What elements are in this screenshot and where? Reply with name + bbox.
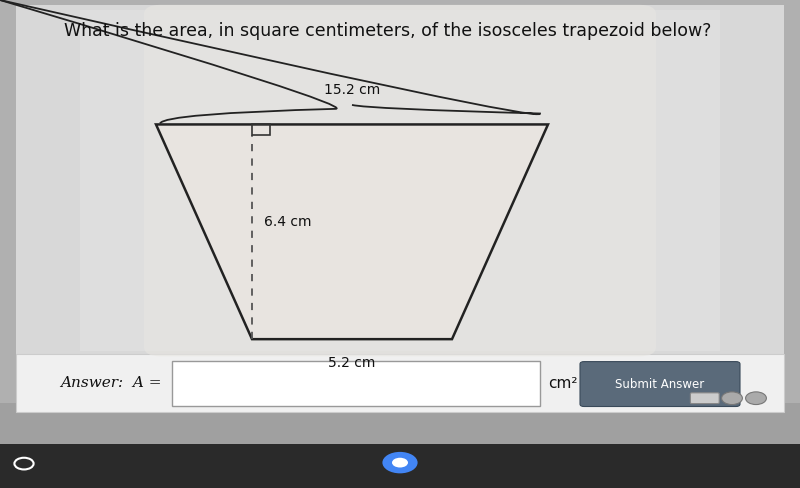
Bar (0, 444, 800, 488)
Circle shape (722, 392, 742, 405)
Text: 6.4 cm: 6.4 cm (264, 215, 311, 229)
Text: 5.2 cm: 5.2 cm (328, 356, 376, 370)
Bar (80, 10, 720, 351)
Text: What is the area, in square centimeters, of the isosceles trapezoid below?: What is the area, in square centimeters,… (64, 22, 711, 40)
Text: cm²: cm² (548, 376, 578, 390)
Bar (0, 403, 800, 444)
Circle shape (392, 458, 408, 468)
Bar (16, 5, 784, 354)
Bar (172, 361, 540, 406)
Polygon shape (156, 124, 548, 339)
Bar (16, 354, 784, 412)
Text: Answer:  A =: Answer: A = (60, 376, 162, 390)
FancyBboxPatch shape (144, 5, 656, 356)
Circle shape (382, 452, 418, 473)
Bar (252, 124, 270, 135)
FancyBboxPatch shape (690, 393, 719, 404)
Text: Submit Answer: Submit Answer (615, 378, 705, 390)
FancyBboxPatch shape (580, 362, 740, 407)
Circle shape (746, 392, 766, 405)
Text: 15.2 cm: 15.2 cm (324, 82, 380, 97)
